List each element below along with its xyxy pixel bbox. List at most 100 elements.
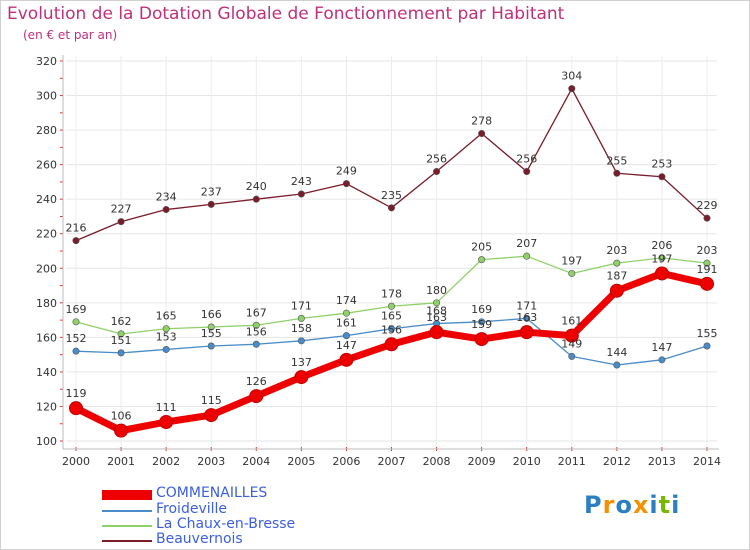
data-label-beauvernois-2014: 229 (697, 199, 718, 212)
data-point-beauvernois-2002 (162, 206, 170, 214)
data-point-la-chaux-en-bresse-2012 (613, 259, 621, 267)
data-point-la-chaux-en-bresse-2007 (387, 302, 395, 310)
data-point-la-chaux-en-bresse-2014 (703, 259, 711, 267)
x-tick-label-2007: 2007 (378, 455, 406, 468)
data-point-froideville-2003 (207, 342, 215, 350)
logo-letter: t (658, 491, 672, 519)
data-point-froideville-2005 (297, 337, 305, 345)
x-tick-label-2000: 2000 (62, 455, 90, 468)
data-label-beauvernois-2008: 256 (426, 153, 447, 166)
data-point-beauvernois-2013 (658, 173, 666, 181)
data-label-commenailles-2001: 106 (111, 410, 132, 423)
y-tick-label-160: 160 (36, 331, 57, 344)
data-point-commenailles-2012 (609, 283, 624, 298)
y-tick-label-260: 260 (36, 159, 57, 172)
data-label-beauvernois-2006: 249 (336, 165, 357, 178)
data-point-la-chaux-en-bresse-2008 (433, 299, 441, 307)
data-label-beauvernois-2005: 243 (291, 175, 312, 188)
x-tick-label-2012: 2012 (603, 455, 631, 468)
data-point-commenailles-2001 (114, 423, 129, 438)
data-point-froideville-2010 (523, 314, 531, 322)
x-tick-label-2013: 2013 (648, 455, 676, 468)
data-label-froideville-2006: 161 (336, 317, 357, 330)
data-label-beauvernois-2007: 235 (381, 189, 402, 202)
data-label-beauvernois-2011: 304 (561, 70, 582, 83)
data-label-froideville-2003: 155 (201, 327, 222, 340)
data-point-beauvernois-2008 (433, 168, 441, 176)
data-label-la-chaux-en-bresse-2001: 162 (111, 315, 132, 328)
logo-letter: i (649, 491, 659, 519)
data-point-froideville-2004 (252, 340, 260, 348)
x-tick-label-2014: 2014 (693, 455, 721, 468)
data-label-froideville-2012: 144 (606, 346, 627, 359)
data-point-commenailles-2000 (69, 401, 83, 416)
data-point-la-chaux-en-bresse-2009 (478, 256, 486, 264)
data-label-la-chaux-en-bresse-2006: 174 (336, 294, 357, 307)
data-label-la-chaux-en-bresse-2012: 203 (606, 244, 627, 257)
logo-letter: i (671, 491, 681, 519)
logo-letter: P (584, 491, 603, 519)
y-tick-label-180: 180 (36, 297, 57, 310)
data-label-commenailles-2010: 163 (516, 311, 537, 324)
data-point-beauvernois-2004 (252, 195, 260, 203)
data-label-commenailles-2008: 163 (426, 311, 447, 324)
data-label-froideville-2011: 149 (561, 337, 582, 350)
legend-swatch-la-chaux-en-bresse (102, 525, 152, 527)
data-label-beauvernois-2002: 234 (156, 191, 177, 204)
data-label-la-chaux-en-bresse-2011: 197 (561, 254, 582, 267)
data-point-la-chaux-en-bresse-2010 (523, 252, 531, 260)
data-point-froideville-2013 (658, 356, 666, 364)
data-label-commenailles-2007: 156 (381, 323, 402, 336)
x-tick-label-2006: 2006 (332, 455, 360, 468)
data-point-la-chaux-en-bresse-2001 (117, 330, 125, 338)
data-point-froideville-2011 (568, 352, 576, 360)
data-point-la-chaux-en-bresse-2004 (252, 321, 260, 329)
chart-title: Evolution de la Dotation Globale de Fonc… (7, 4, 565, 24)
data-label-commenailles-2012: 187 (606, 270, 627, 283)
data-label-froideville-2007: 165 (381, 310, 402, 323)
y-tick-label-300: 300 (36, 90, 57, 103)
data-point-beauvernois-2001 (117, 218, 125, 226)
legend-label-beauvernois: Beauvernois (156, 531, 243, 547)
legend-label-la-chaux-en-bresse: La Chaux-en-Bresse (156, 516, 296, 532)
y-tick-label-200: 200 (36, 262, 57, 275)
data-point-froideville-2006 (342, 332, 350, 340)
data-point-beauvernois-2003 (207, 200, 215, 208)
data-point-commenailles-2007 (384, 337, 399, 352)
data-point-commenailles-2009 (474, 332, 489, 347)
data-label-beauvernois-2009: 278 (471, 115, 492, 128)
data-label-commenailles-2004: 126 (246, 375, 267, 388)
data-label-la-chaux-en-bresse-2005: 171 (291, 299, 312, 312)
data-label-beauvernois-2001: 227 (111, 203, 132, 216)
data-point-froideville-2002 (162, 345, 170, 353)
data-point-commenailles-2003 (204, 408, 219, 423)
data-point-commenailles-2004 (249, 389, 264, 404)
legend-label-commenailles: COMMENAILLES (156, 485, 268, 501)
data-point-la-chaux-en-bresse-2013 (658, 254, 666, 262)
data-label-beauvernois-2010: 256 (516, 153, 537, 166)
data-label-froideville-2005: 158 (291, 322, 312, 335)
legend-label-froideville: Froideville (156, 501, 228, 517)
data-label-froideville-2001: 151 (111, 334, 132, 347)
x-tick-label-2004: 2004 (242, 455, 270, 468)
data-label-froideville-2008: 168 (426, 305, 447, 318)
data-point-commenailles-2010 (519, 325, 534, 340)
data-label-commenailles-2011: 161 (561, 315, 582, 328)
data-label-la-chaux-en-bresse-2009: 205 (471, 241, 492, 254)
data-label-froideville-2010: 171 (516, 299, 537, 312)
y-tick-label-120: 120 (36, 400, 57, 413)
y-tick-label-320: 320 (36, 55, 57, 68)
data-point-commenailles-2006 (339, 352, 354, 367)
data-point-beauvernois-2000 (72, 237, 80, 245)
legend-swatch-beauvernois (102, 540, 152, 542)
x-tick-label-2002: 2002 (152, 455, 180, 468)
data-point-la-chaux-en-bresse-2005 (297, 314, 305, 322)
legend-swatch-froideville (102, 510, 152, 512)
data-point-la-chaux-en-bresse-2000 (72, 318, 80, 326)
data-label-la-chaux-en-bresse-2002: 165 (156, 310, 177, 323)
logo-letter: r (602, 491, 616, 519)
data-point-beauvernois-2012 (613, 169, 621, 177)
proxiti-logo[interactable]: Proxiti (584, 491, 680, 519)
data-label-commenailles-2013: 197 (651, 252, 672, 265)
